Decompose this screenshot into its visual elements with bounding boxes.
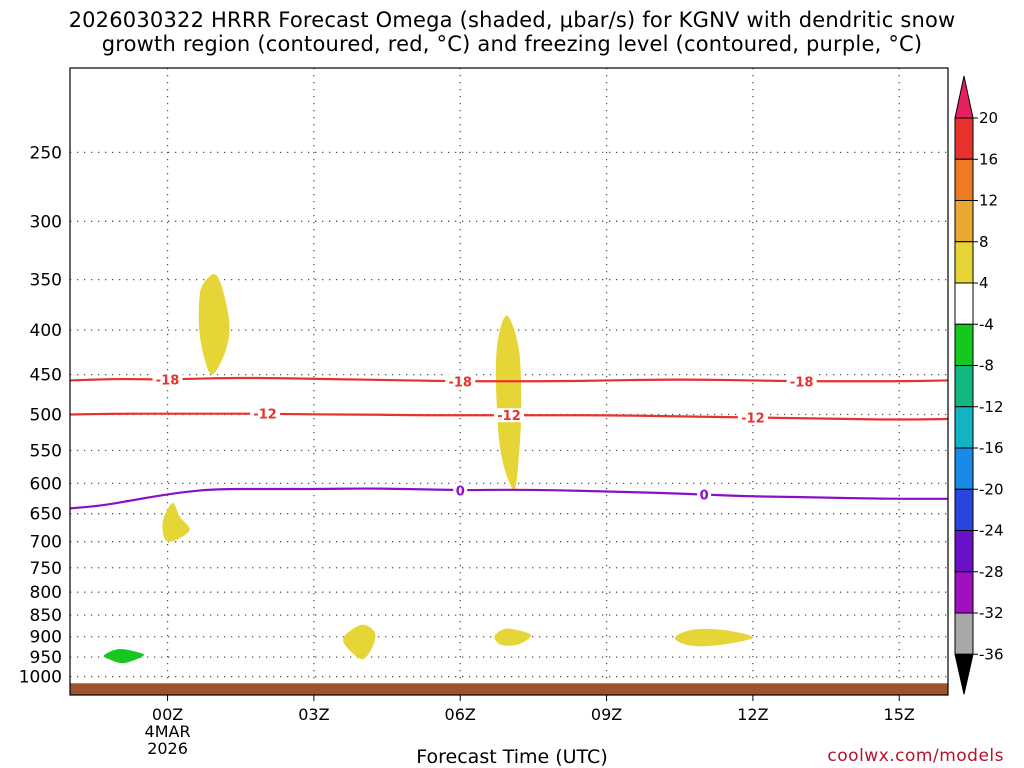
y-tick-label: 900	[30, 628, 62, 648]
omega-shading	[103, 274, 753, 664]
contour-labels: -18 -18 -18 -12 -12 -12 0 0	[152, 372, 817, 504]
y-tick-label: 1000	[19, 668, 62, 688]
contour-label: -18	[790, 375, 814, 390]
dendritic-minus12-contour	[70, 412, 948, 421]
y-tick-label: 950	[30, 648, 62, 668]
colorbar-swatch	[954, 282, 974, 325]
colorbar-tick-label: 16	[979, 150, 998, 168]
contour-label: -18	[448, 375, 472, 390]
contour-label-bg	[697, 487, 712, 502]
y-tick-label: 650	[30, 505, 62, 525]
omega-4-8-area	[198, 274, 230, 375]
y-tick-label: 300	[30, 212, 62, 232]
x-tick-label: 12Z	[737, 705, 768, 724]
colorbar-swatch	[954, 323, 974, 366]
y-tick-label: 750	[30, 559, 62, 579]
y-tick-label: 550	[30, 442, 62, 462]
contour-label: -12	[253, 408, 277, 423]
contour-label-bg	[453, 483, 468, 498]
contour-label-bg	[494, 408, 524, 423]
colorbar-top-arrow	[954, 75, 974, 119]
contour-label: -12	[741, 411, 765, 426]
y-tick-label: 800	[30, 583, 62, 603]
colorbar-tick-label: -20	[979, 480, 1004, 498]
colorbar-swatch	[954, 241, 974, 284]
colorbar-tick-label: -12	[979, 398, 1004, 416]
contour-label-bg	[445, 374, 476, 389]
colorbar-swatch	[954, 612, 974, 655]
colorbar-swatch	[954, 406, 974, 449]
credit-link[interactable]: coolwx.com/models	[827, 746, 1004, 766]
contour-label: -18	[156, 374, 180, 389]
colorbar-tick-label: -16	[979, 439, 1004, 457]
colorbar-swatch	[954, 571, 974, 614]
colorbar-tick-label: 8	[979, 233, 989, 251]
freezing-level-0-contour	[70, 487, 948, 510]
colorbar-swatch	[954, 530, 974, 573]
colorbar-tick-label: 12	[979, 192, 998, 210]
x-tick-year: 2026	[147, 739, 188, 758]
x-tick-label: 09Z	[591, 705, 622, 724]
colorbar-tick-label: -4	[979, 315, 994, 333]
colorbar-tick-label: 20	[979, 109, 998, 127]
colorbar-tick-label: -8	[979, 357, 994, 375]
colorbar-tick-label: -32	[979, 604, 1004, 622]
y-tick-label: 400	[30, 321, 62, 341]
y-tick-label: 700	[30, 533, 62, 553]
colorbar-swatch	[954, 158, 974, 201]
x-tick-label: 03Z	[298, 705, 329, 724]
colorbar-swatch	[954, 117, 974, 160]
contour-label: 0	[456, 484, 465, 499]
colorbar-legend: 20 16 12 8 4 -4 -8 -12 -16 -20 -24 -28 -32 -36	[954, 75, 1004, 695]
omega-4-8-area	[495, 315, 522, 490]
colorbar-tick-label: 4	[979, 274, 989, 292]
omega-4-8-area	[674, 628, 753, 647]
colorbar-swatch	[954, 200, 974, 243]
colorbar-swatch	[954, 447, 974, 490]
x-tick-date: 4MAR	[145, 722, 191, 741]
chart-title: 2026030322 HRRR Forecast Omega (shaded, …	[0, 8, 1024, 56]
y-axis: 2503003504004505005506006507007508008509…	[19, 143, 62, 687]
dendritic-minus18-contour	[70, 376, 948, 383]
plot-frame	[69, 67, 949, 696]
y-tick-label: 250	[30, 143, 62, 163]
y-tick-label: 500	[30, 405, 62, 425]
chart-title-line2: growth region (contoured, red, °C) and f…	[101, 32, 923, 56]
contour-label-bg	[250, 406, 281, 421]
colorbar-swatch	[954, 488, 974, 531]
omega-4-8-area	[343, 624, 376, 660]
omega-4-8-area	[494, 628, 531, 646]
contour-label-bg	[786, 374, 817, 389]
terrain-strip	[70, 683, 948, 695]
x-axis-label: Forecast Time (UTC)	[416, 746, 608, 768]
contour-label-bg	[152, 372, 183, 387]
x-tick-label: 06Z	[445, 705, 476, 724]
x-tick-label: 15Z	[884, 705, 915, 724]
y-tick-label: 350	[30, 271, 62, 291]
contour-label: -12	[497, 409, 521, 424]
contour-label: 0	[700, 489, 709, 504]
colorbar-tick-label: -24	[979, 522, 1004, 540]
colorbar-tick-label: -36	[979, 645, 1004, 663]
colorbar-tick-label: -28	[979, 563, 1004, 581]
omega-4-8-area	[162, 502, 190, 542]
y-tick-label: 450	[30, 366, 62, 386]
omega-minus4-minus8-area	[103, 649, 145, 664]
colorbar-swatch	[954, 365, 974, 408]
colorbar-bottom-arrow	[954, 653, 974, 695]
x-tick-label: 00Z	[152, 705, 183, 724]
y-tick-label: 850	[30, 606, 62, 626]
chart-title-line1: 2026030322 HRRR Forecast Omega (shaded, …	[68, 8, 956, 32]
y-tick-label: 600	[30, 474, 62, 494]
contour-label-bg	[737, 410, 768, 425]
